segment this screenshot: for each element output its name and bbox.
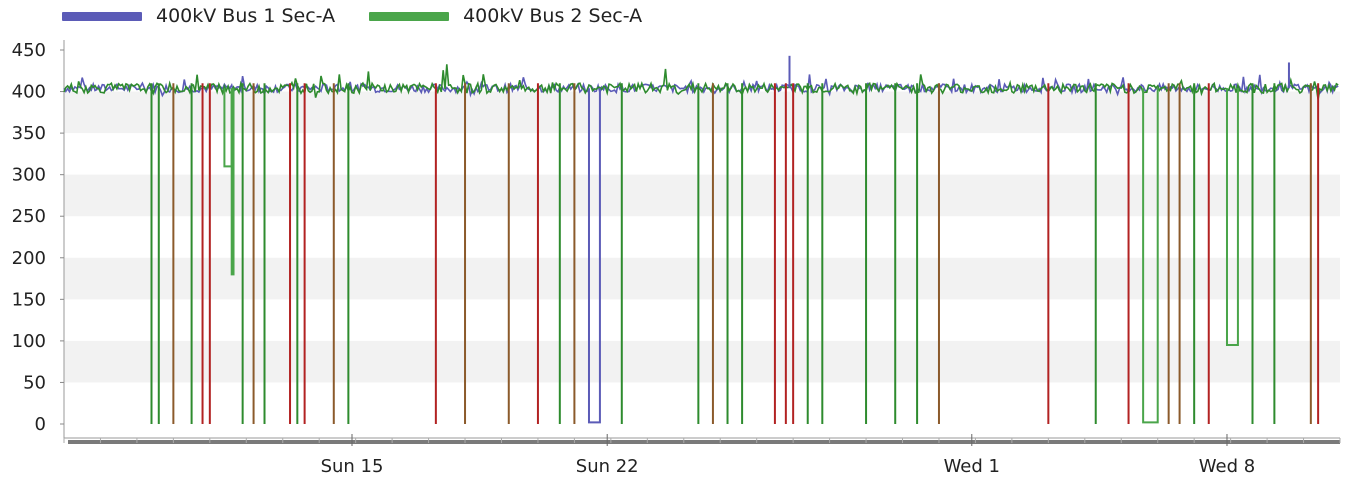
y-tick-label: 350 (12, 123, 46, 144)
y-tick-label: 100 (12, 331, 46, 352)
y-tick-label: 450 (12, 40, 46, 61)
legend-label-bus2: 400kV Bus 2 Sec-A (463, 5, 643, 27)
level-segment (230, 88, 235, 276)
legend-swatch-bus2 (369, 11, 450, 21)
level-segment (587, 88, 601, 424)
y-tick-label: 250 (12, 206, 46, 227)
chart-legend: 400kV Bus 1 Sec-A 400kV Bus 2 Sec-A (62, 0, 642, 32)
y-tick-label: 50 (23, 372, 46, 393)
legend-swatch-bus1 (62, 11, 142, 21)
legend-item-bus2[interactable]: 400kV Bus 2 Sec-A (369, 5, 642, 27)
legend-label-bus1: 400kV Bus 1 Sec-A (156, 5, 336, 27)
y-tick-label: 150 (12, 289, 46, 310)
x-tick-label: Sun 22 (576, 456, 639, 477)
y-tick-label: 0 (35, 414, 46, 435)
y-tick-label: 400 (12, 82, 46, 103)
level-segment (1225, 88, 1239, 347)
x-tick-label: Wed 1 (944, 456, 1000, 477)
y-tick-label: 300 (12, 165, 46, 186)
grid-band (64, 340, 1340, 383)
series-line-bus1 (63, 74, 1339, 98)
x-axis-bar (68, 440, 1340, 444)
grid-band (64, 257, 1340, 300)
x-tick-label: Sun 15 (321, 456, 384, 477)
legend-item-bus1[interactable]: 400kV Bus 1 Sec-A (62, 5, 335, 27)
grid-band (64, 91, 1340, 134)
x-tick-label: Wed 8 (1199, 456, 1255, 477)
grid-band (64, 174, 1340, 217)
y-tick-label: 200 (12, 248, 46, 269)
series-line-bus2 (63, 64, 1339, 100)
level-segment (1142, 88, 1159, 424)
